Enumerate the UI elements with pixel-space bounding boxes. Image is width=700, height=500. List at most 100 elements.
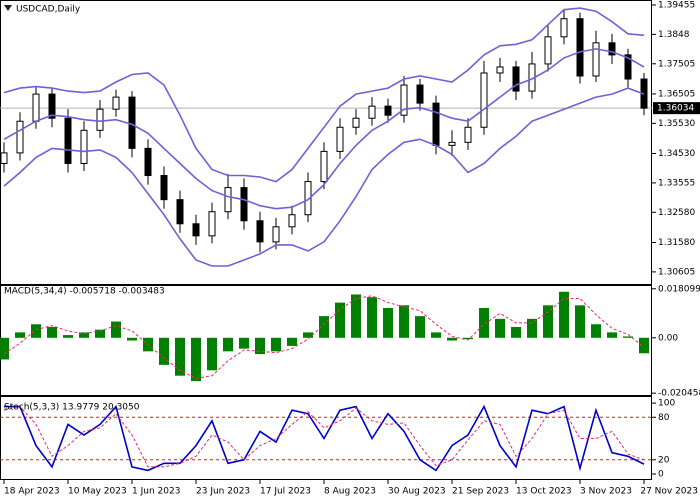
histogram-bar [463,337,473,340]
histogram-bar [447,337,457,341]
candle-body [192,223,200,237]
candle-body [144,147,152,177]
histogram-bar [239,337,249,349]
candle-body [384,105,392,116]
histogram-bar [95,329,105,338]
candle-body [0,152,8,164]
candle-body [576,18,584,77]
histogram-bar [255,337,265,355]
candle-body [416,84,424,104]
candle-body [496,66,504,74]
candle-body [432,102,440,146]
candle-body [368,105,376,119]
candle-body [112,96,120,110]
candle-body [208,211,216,237]
candle-body [16,120,24,154]
candle-body [96,108,104,131]
candle-body [352,117,360,128]
y-tick-label: 1.36505 [658,89,695,99]
y-tick-label: 0 [658,469,664,479]
pane-title: Stoch(5,3,3) 13.9779 20.3050 [4,403,140,413]
x-tick-label: 1 Jun 2023 [132,487,180,497]
current-price-box [653,102,700,115]
y-tick-label: 20 [658,455,670,465]
x-tick-label: 30 Aug 2023 [388,487,446,497]
histogram-bar [399,305,409,338]
candle-body [240,187,248,222]
candle-body [128,96,136,149]
x-tick-label: 18 Apr 2023 [4,487,60,497]
candle-body [272,226,280,243]
histogram-bar [0,337,9,360]
histogram-bar [511,326,521,338]
y-tick-label: 0.00 [658,333,678,343]
y-tick-label: 1.34530 [658,149,695,159]
histogram-bar [47,326,57,338]
histogram-bar [639,337,649,354]
histogram-bar [575,305,585,338]
y-tick-label: 100 [658,399,675,409]
histogram-bar [415,316,425,338]
candle-body [64,117,72,164]
candle-body [480,72,488,128]
y-tick-label: 1.31580 [658,238,695,248]
indicator-line [3,406,645,468]
indicator-line [3,87,645,267]
pane-title: MACD(5,34,4) -0.005718 -0.003483 [4,287,165,297]
histogram-bar [527,318,537,338]
x-tick-label: 17 Jul 2023 [260,487,311,497]
candle-body [304,181,312,216]
symbol-icon [4,5,12,11]
histogram-bar [495,318,505,338]
x-tick-label: 8 Aug 2023 [324,487,376,497]
y-tick-label: 80 [658,413,670,423]
histogram-bar [623,336,633,338]
candle-body [32,93,40,122]
y-tick-label: -0.020458 [658,389,700,399]
indicator-line [3,295,645,379]
candle-body [80,129,88,164]
histogram-bar [607,332,617,338]
histogram-bar [79,332,89,338]
histogram-bar [63,335,73,338]
histogram-bar [287,337,297,346]
y-tick-label: 1.32580 [658,208,695,218]
x-tick-label: 21 Sep 2023 [452,487,509,497]
histogram-bar [127,337,137,341]
candle-body [48,93,56,119]
indicator-line [3,7,645,183]
y-tick-label: 1.39455 [658,0,695,10]
histogram-bar [335,302,345,338]
histogram-bar [591,324,601,338]
candle-body [176,199,184,225]
candle-body [400,84,408,116]
pane-border [0,0,652,285]
histogram-bar [175,337,185,376]
histogram-bar [559,291,569,338]
candle-body [624,54,632,80]
indicator-line [3,48,645,210]
x-tick-label: 23 Jun 2023 [196,487,250,497]
candle-body [608,42,616,56]
candle-body [160,175,168,201]
candle-body [256,220,264,243]
y-tick-label: 1.3848 [658,30,690,40]
histogram-bar [31,324,41,338]
candle-body [224,187,232,213]
candle-body [512,66,520,92]
candle-body [592,42,600,77]
histogram-bar [223,337,233,352]
y-tick-label: 1.30605 [658,267,695,277]
histogram-bar [479,308,489,338]
histogram-bar [15,332,25,338]
candle-body [560,18,568,38]
y-tick-label: 1.35530 [658,119,695,129]
histogram-bar [207,337,217,371]
histogram-bar [111,321,121,338]
candle-body [464,126,472,143]
histogram-bar [543,305,553,338]
candle-body [336,126,344,152]
